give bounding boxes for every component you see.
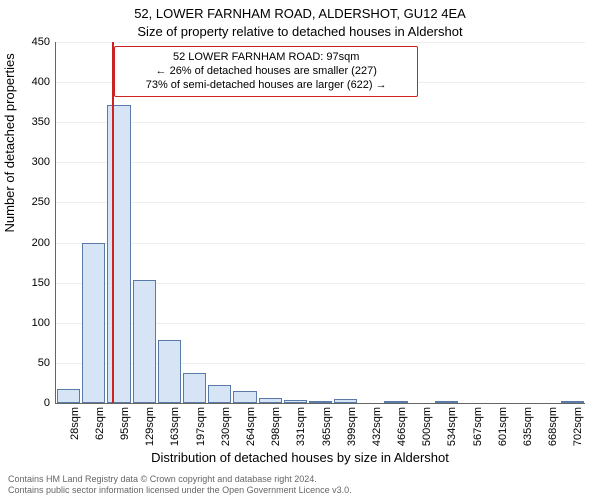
y-tick-label: 350 (32, 116, 50, 128)
y-tick-label: 400 (32, 76, 50, 88)
x-tick-label: 466sqm (396, 407, 408, 446)
histogram-bar (435, 401, 458, 403)
histogram-bar (158, 340, 181, 403)
x-axis-label: Distribution of detached houses by size … (0, 450, 600, 465)
x-tick-label: 28sqm (69, 407, 81, 440)
annotation-line: ← 26% of detached houses are smaller (22… (121, 65, 411, 79)
x-tick-label: 197sqm (195, 407, 207, 446)
annotation-line: 73% of semi-detached houses are larger (… (121, 79, 411, 93)
histogram-bar (284, 400, 307, 403)
histogram-bar (259, 398, 282, 403)
histogram-bar (133, 280, 156, 403)
gridline-h (56, 243, 585, 244)
histogram-bar (334, 399, 357, 403)
plot-area: 05010015020025030035040045028sqm62sqm95s… (55, 42, 585, 404)
x-tick-label: 331sqm (295, 407, 307, 446)
histogram-bar (208, 385, 231, 403)
footer-line: Contains HM Land Registry data © Crown c… (8, 474, 592, 485)
x-tick-label: 702sqm (572, 407, 584, 446)
annotation-line: 52 LOWER FARNHAM ROAD: 97sqm (121, 51, 411, 65)
x-tick-label: 95sqm (119, 407, 131, 440)
x-tick-label: 365sqm (321, 407, 333, 446)
x-tick-label: 62sqm (94, 407, 106, 440)
footer-line: Contains public sector information licen… (8, 485, 592, 496)
y-tick-label: 0 (44, 397, 50, 409)
annotation-box: 52 LOWER FARNHAM ROAD: 97sqm ← 26% of de… (114, 46, 418, 97)
y-tick-label: 300 (32, 156, 50, 168)
footer-attribution: Contains HM Land Registry data © Crown c… (8, 474, 592, 496)
x-tick-label: 399sqm (346, 407, 358, 446)
x-tick-label: 567sqm (472, 407, 484, 446)
y-tick-label: 50 (38, 357, 50, 369)
histogram-bar (561, 401, 584, 403)
y-tick-label: 150 (32, 277, 50, 289)
gridline-h (56, 42, 585, 43)
histogram-bar (384, 401, 407, 403)
x-tick-label: 264sqm (245, 407, 257, 446)
gridline-h (56, 122, 585, 123)
x-tick-label: 500sqm (421, 407, 433, 446)
histogram-bar (57, 389, 80, 403)
histogram-bar (183, 373, 206, 403)
x-tick-label: 534sqm (446, 407, 458, 446)
x-tick-label: 163sqm (169, 407, 181, 446)
x-tick-label: 668sqm (547, 407, 559, 446)
y-tick-label: 100 (32, 317, 50, 329)
histogram-bar (309, 401, 332, 403)
histogram-bar (82, 243, 105, 403)
y-tick-label: 200 (32, 237, 50, 249)
y-tick-label: 250 (32, 196, 50, 208)
y-tick-label: 450 (32, 36, 50, 48)
x-tick-label: 129sqm (144, 407, 156, 446)
x-tick-label: 601sqm (497, 407, 509, 446)
gridline-h (56, 162, 585, 163)
x-tick-label: 635sqm (522, 407, 534, 446)
chart-title-line2: Size of property relative to detached ho… (0, 24, 600, 39)
x-tick-label: 230sqm (220, 407, 232, 446)
marker-line (112, 42, 114, 403)
x-tick-label: 432sqm (371, 407, 383, 446)
histogram-bar (233, 391, 256, 403)
chart-title-line1: 52, LOWER FARNHAM ROAD, ALDERSHOT, GU12 … (0, 6, 600, 21)
chart-container: 52, LOWER FARNHAM ROAD, ALDERSHOT, GU12 … (0, 0, 600, 500)
x-tick-label: 298sqm (270, 407, 282, 446)
gridline-h (56, 202, 585, 203)
y-axis-label: Number of detached properties (2, 53, 17, 232)
